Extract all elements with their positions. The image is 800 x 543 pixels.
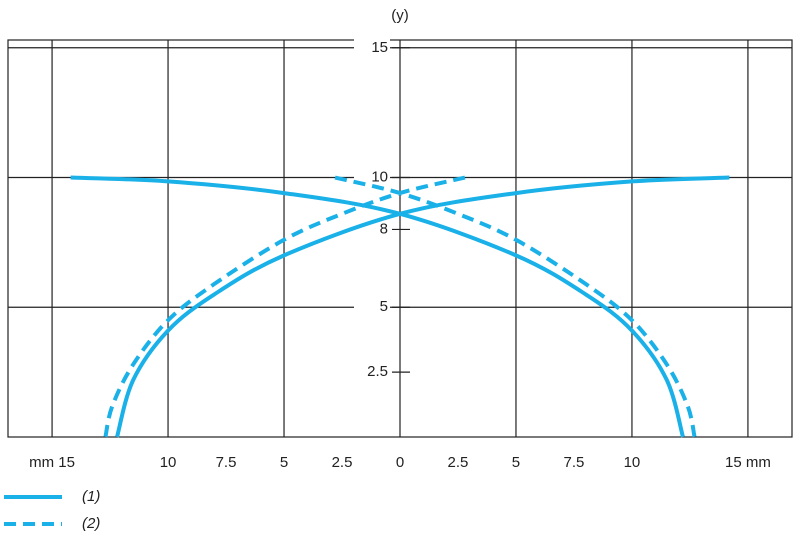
tick-label-bg — [354, 37, 390, 58]
x-tick-label: 15 mm — [725, 454, 771, 471]
y-tick-label: 10 — [371, 168, 388, 185]
series-line — [103, 175, 697, 438]
y-tick-label: 8 — [380, 220, 388, 237]
y-tick-label: 5 — [380, 298, 388, 315]
x-tick-label: 10 — [624, 454, 641, 471]
x-tick-label: 0 — [396, 454, 404, 471]
tick-label-bg — [354, 297, 390, 318]
x-tick-label: mm 15 — [29, 454, 75, 471]
series-line — [70, 175, 730, 438]
legend-label: (1) — [82, 488, 100, 505]
y-tick-label: 2.5 — [367, 363, 388, 380]
y-tick-label: 15 — [371, 39, 388, 56]
legend-label: (2) — [82, 515, 100, 532]
tick-label-bg — [354, 362, 390, 383]
y-axis-label: (y) — [391, 7, 409, 24]
x-tick-label: 2.5 — [448, 454, 469, 471]
x-tick-label: 7.5 — [564, 454, 585, 471]
x-tick-label: 2.5 — [332, 454, 353, 471]
x-tick-label: 7.5 — [216, 454, 237, 471]
x-tick-label: 5 — [280, 454, 288, 471]
x-tick-label: 10 — [160, 454, 177, 471]
x-tick-label: 5 — [512, 454, 520, 471]
